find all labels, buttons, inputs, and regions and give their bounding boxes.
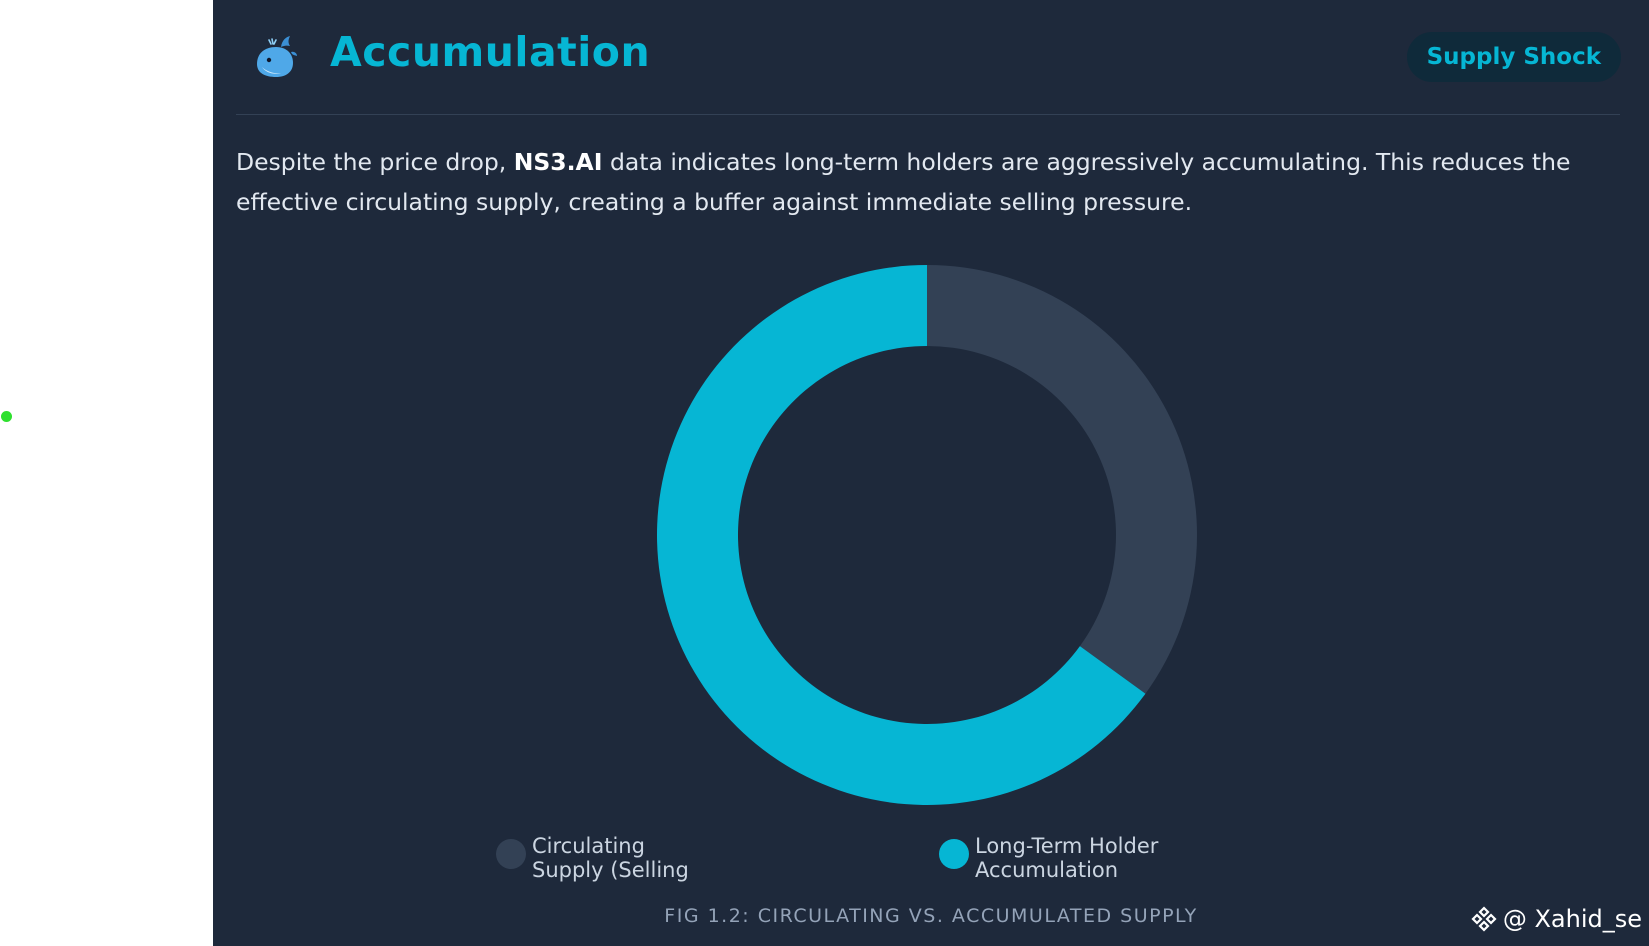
status-dot [1,411,12,422]
description-rest: data indicates long-term holders are agg… [236,148,1571,216]
legend-swatch-circulating [496,839,526,869]
description-lead: Despite the price drop, [236,148,514,176]
legend-item-long-term[interactable]: Long-Term Holder Accumulation [939,834,1179,886]
watermark-handle: @ Xahid_se [1502,905,1642,933]
supply-shock-badge: Supply Shock [1406,32,1621,82]
legend-swatch-long-term [939,839,969,869]
left-blank-pane [0,0,213,946]
legend-label-circulating: Circulating Supply (Selling [532,834,689,882]
donut-slice-circulating[interactable] [927,265,1197,694]
donut-slice-long-term[interactable] [657,265,1146,805]
binance-logo-icon [1471,906,1497,932]
legend-item-circulating[interactable]: Circulating Supply (Selling [496,834,696,886]
page-title: Accumulation [330,28,651,76]
brand-highlight: NS3.AI [513,148,603,176]
legend-label-long-term: Long-Term Holder Accumulation [975,834,1159,882]
donut-chart: Circulating Supply (Selling Long-Term Ho… [213,230,1649,890]
description-paragraph: Despite the price drop, NS3.AI data indi… [236,142,1620,222]
whale-icon [253,34,299,80]
card-header: Accumulation Supply Shock [236,0,1621,115]
accumulation-card: Accumulation Supply Shock Despite the pr… [213,0,1649,946]
watermark: @ Xahid_se [1471,905,1642,933]
figure-caption: FIG 1.2: CIRCULATING VS. ACCUMULATED SUP… [664,905,1198,927]
donut-svg [657,265,1197,805]
